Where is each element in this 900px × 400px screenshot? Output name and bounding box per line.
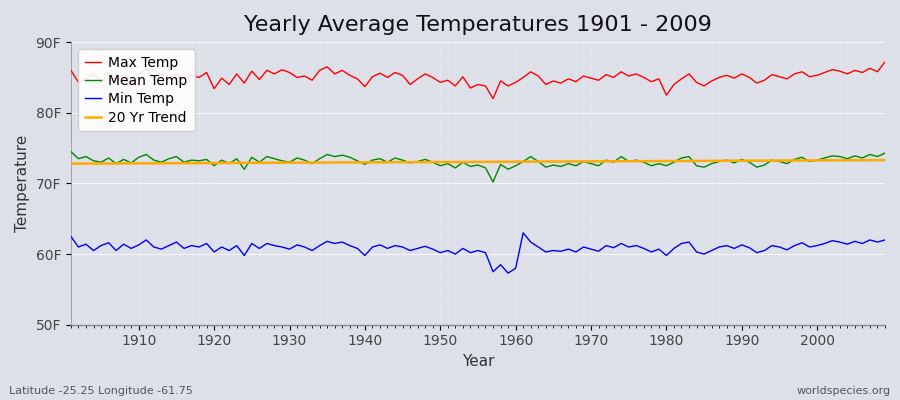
X-axis label: Year: Year [462,354,494,369]
Min Temp [879,238,890,242]
Mean Temp [126,160,137,165]
Line: Max Temp: Max Temp [71,62,885,99]
Line: Mean Temp: Mean Temp [71,152,885,182]
Min Temp [126,246,137,251]
Mean Temp [488,180,499,184]
Max Temp [879,60,890,64]
20 Yr Trend [879,158,890,162]
Legend: Max Temp, Mean Temp, Min Temp, 20 Yr Trend: Max Temp, Mean Temp, Min Temp, 20 Yr Tre… [77,49,194,132]
Min Temp [292,242,302,247]
Mean Temp [337,153,347,158]
20 Yr Trend [600,159,611,164]
Max Temp [292,75,302,80]
Mean Temp [510,163,521,168]
20 Yr Trend [292,160,302,165]
Mean Temp [608,160,619,165]
Y-axis label: Temperature: Temperature [15,135,30,232]
Mean Temp [879,151,890,156]
20 Yr Trend [510,159,521,164]
Max Temp [66,68,77,73]
20 Yr Trend [503,159,514,164]
Min Temp [518,230,528,235]
Min Temp [526,240,536,244]
Mean Temp [66,149,77,154]
20 Yr Trend [337,160,347,165]
Min Temp [503,271,514,276]
Min Temp [616,241,626,246]
Min Temp [510,266,521,270]
Max Temp [488,96,499,101]
Min Temp [66,234,77,239]
Min Temp [337,240,347,244]
Text: Latitude -25.25 Longitude -61.75: Latitude -25.25 Longitude -61.75 [9,386,193,396]
Line: Min Temp: Min Temp [71,233,885,273]
20 Yr Trend [126,161,137,166]
Max Temp [337,68,347,73]
Max Temp [518,75,528,80]
Title: Yearly Average Temperatures 1901 - 2009: Yearly Average Temperatures 1901 - 2009 [244,15,712,35]
Mean Temp [292,156,302,160]
Mean Temp [518,159,528,164]
Max Temp [608,75,619,80]
Max Temp [510,80,521,85]
Line: 20 Yr Trend: 20 Yr Trend [71,160,885,164]
20 Yr Trend [66,161,77,166]
Max Temp [126,84,137,88]
Text: worldspecies.org: worldspecies.org [796,386,891,396]
